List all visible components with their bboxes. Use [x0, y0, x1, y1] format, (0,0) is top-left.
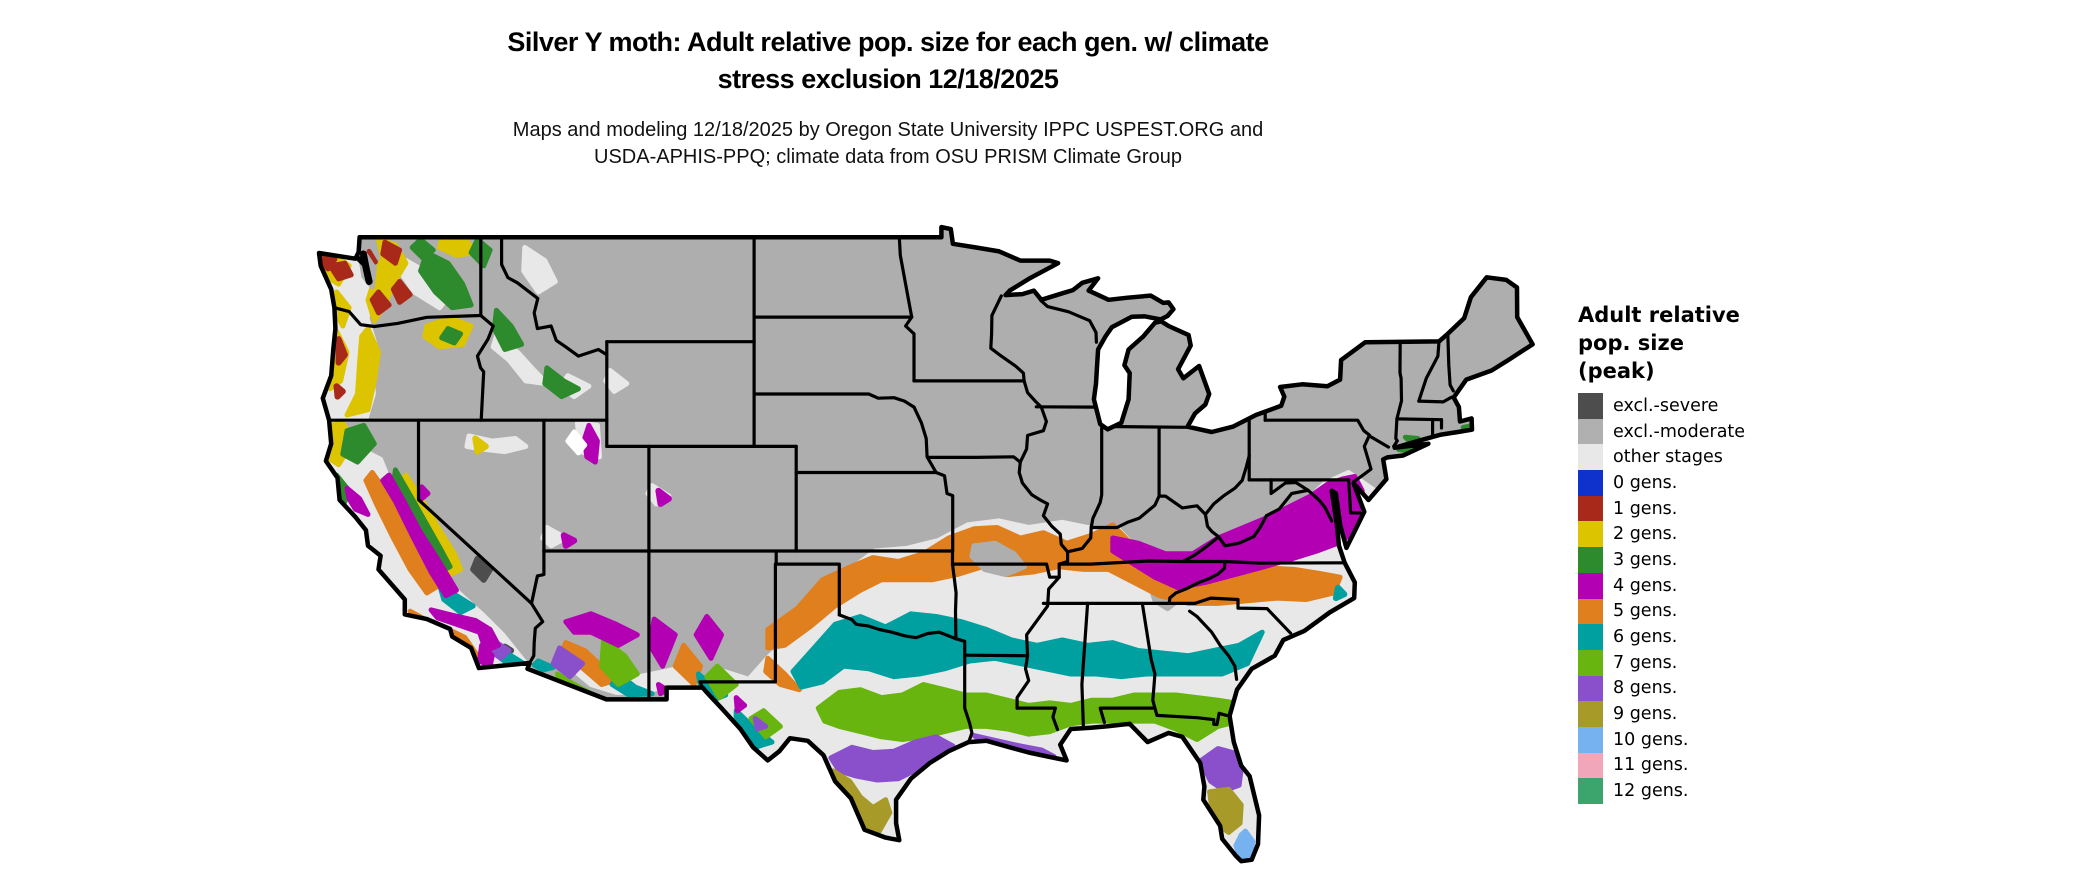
- legend-swatch-g4: [1578, 572, 1603, 599]
- legend-title-line: (peak): [1578, 359, 1655, 383]
- legend: Adult relative pop. size (peak) excl.-se…: [1578, 301, 1745, 804]
- legend-swatch-oth: [1578, 444, 1603, 471]
- legend-swatch-g2: [1578, 521, 1603, 548]
- legend-items: excl.-severe excl.-moderate other stages 0 …: [1578, 393, 1745, 804]
- legend-item-oth: other stages: [1578, 444, 1745, 471]
- legend-swatch-g5: [1578, 598, 1603, 625]
- legend-item-sev: excl.-severe: [1578, 393, 1745, 419]
- legend-title: Adult relative pop. size (peak): [1578, 301, 1745, 385]
- legend-swatch-g0: [1578, 470, 1603, 496]
- legend-item-mod: excl.-moderate: [1578, 418, 1746, 445]
- legend-swatch-g6: [1578, 624, 1603, 650]
- legend-label: 12 gens.: [1613, 781, 1689, 802]
- legend-item-g6: 6 gens.: [1578, 624, 1745, 650]
- legend-label: 1 gens.: [1613, 498, 1678, 519]
- page-subtitle: Maps and modeling 12/18/2025 by Oregon S…: [513, 117, 1263, 171]
- legend-label: 10 gens.: [1613, 729, 1689, 750]
- legend-item-g10: 10 gens.: [1578, 726, 1745, 753]
- legend-label: 5 gens.: [1613, 601, 1678, 622]
- legend-swatch-mod: [1578, 418, 1603, 445]
- page-title: Silver Y moth: Adult relative pop. size …: [507, 24, 1269, 98]
- legend-item-g12: 12 gens.: [1578, 778, 1745, 804]
- legend-label: 7 gens.: [1613, 652, 1678, 673]
- legend-item-g4: 4 gens.: [1578, 572, 1745, 599]
- legend-item-g8: 8 gens.: [1578, 675, 1745, 702]
- subtitle-line-1: Maps and modeling 12/18/2025 by Oregon S…: [512, 119, 1264, 141]
- legend-swatch-g1: [1578, 495, 1603, 522]
- title-line-1: Silver Y moth: Adult relative pop. size …: [507, 27, 1269, 57]
- legend-label: excl.-moderate: [1613, 421, 1746, 442]
- legend-label: 4 gens.: [1613, 575, 1678, 596]
- legend-swatch-g7: [1578, 649, 1603, 676]
- legend-swatch-g12: [1578, 778, 1603, 804]
- legend-label: 8 gens.: [1613, 678, 1678, 699]
- subtitle-line-2: USDA-APHIS-PPQ; climate data from OSU PR…: [594, 146, 1182, 168]
- legend-swatch-g9: [1578, 701, 1603, 727]
- legend-label: excl.-severe: [1613, 395, 1719, 416]
- legend-title-line: pop. size: [1578, 331, 1684, 355]
- title-line-2: stress exclusion 12/18/2025: [717, 64, 1059, 94]
- legend-item-g7: 7 gens.: [1578, 649, 1745, 676]
- legend-swatch-g11: [1578, 752, 1603, 779]
- legend-swatch-g3: [1578, 547, 1603, 573]
- legend-item-g2: 2 gens.: [1578, 521, 1745, 548]
- legend-swatch-sev: [1578, 393, 1603, 419]
- legend-item-g3: 3 gens.: [1578, 547, 1745, 573]
- legend-swatch-g8: [1578, 675, 1603, 702]
- legend-label: 3 gens.: [1613, 549, 1678, 570]
- legend-title-line: Adult relative: [1578, 303, 1740, 327]
- legend-label: 6 gens.: [1613, 627, 1678, 648]
- legend-swatch-g10: [1578, 726, 1603, 753]
- legend-item-g9: 9 gens.: [1578, 701, 1745, 727]
- legend-label: 2 gens.: [1613, 524, 1678, 545]
- legend-item-g0: 0 gens.: [1578, 470, 1745, 496]
- legend-label: 9 gens.: [1613, 704, 1678, 725]
- legend-label: 0 gens.: [1613, 472, 1678, 493]
- legend-label: other stages: [1613, 447, 1723, 468]
- legend-item-g1: 1 gens.: [1578, 495, 1745, 522]
- legend-label: 11 gens.: [1613, 755, 1689, 776]
- legend-item-g11: 11 gens.: [1578, 752, 1745, 779]
- legend-item-g5: 5 gens.: [1578, 598, 1745, 625]
